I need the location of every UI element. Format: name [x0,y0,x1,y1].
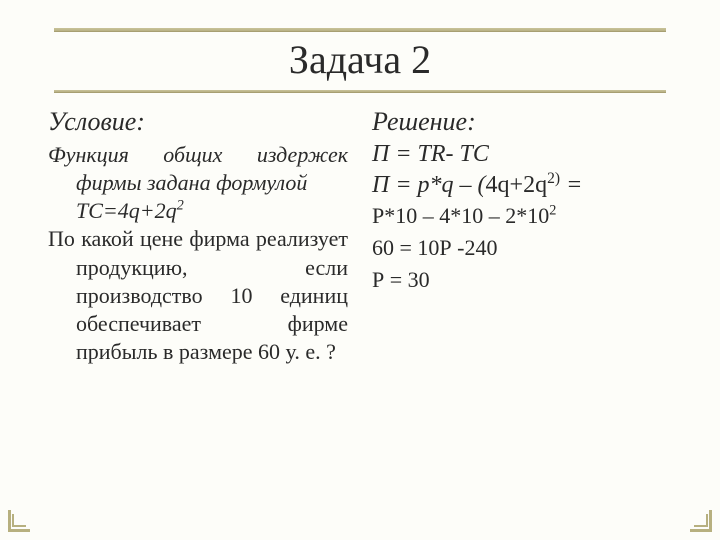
solution-f2-prefix: П = p*q – ( [372,172,486,198]
title-block: Задача 2 [48,28,672,93]
solution-f2: П = p*q – (4q+2q2) = [372,172,672,199]
solution-heading: Решение: [372,107,672,137]
content-columns: Условие: Функция общих издержек фирмы за… [48,107,672,366]
solution-f2-mid: 4q+2q [486,172,548,198]
condition-line-1: Функция общих издержек фирмы задана форм… [48,141,348,197]
slide-title: Задача 2 [48,34,672,86]
solution-f1: П = TR- TC [372,141,672,168]
condition-p1a: Функция общих издержек фирмы задана форм… [48,142,348,195]
right-column: Решение: П = TR- TC П = p*q – (4q+2q2) =… [360,107,672,366]
solution-r1a: Р*10 – 4*10 – 2*10 [372,203,549,228]
solution-r1: Р*10 – 4*10 – 2*102 [372,203,672,229]
title-rule-top [54,28,666,32]
solution-f2-suffix: = [560,172,582,198]
corner-ornament-bottom-left [8,510,30,532]
solution-r1-exp: 2 [549,203,556,219]
condition-formula-prefix: ТС=4q+2q [76,198,177,223]
condition-p2: По какой цене фирма реализует продукцию,… [48,225,348,366]
solution-r2: 60 = 10Р -240 [372,235,672,261]
condition-heading: Условие: [48,107,348,137]
corner-ornament-bottom-right [690,510,712,532]
condition-body: Функция общих издержек фирмы задана форм… [48,141,348,366]
solution-f2-exp: 2) [547,170,560,187]
title-rule-bottom [54,90,666,93]
condition-formula-exp: 2 [177,198,184,214]
slide-page: Задача 2 Условие: Функция общих издержек… [0,0,720,396]
condition-formula: ТС=4q+2q2 [48,197,348,225]
left-column: Условие: Функция общих издержек фирмы за… [48,107,360,366]
solution-r3: Р = 30 [372,267,672,293]
